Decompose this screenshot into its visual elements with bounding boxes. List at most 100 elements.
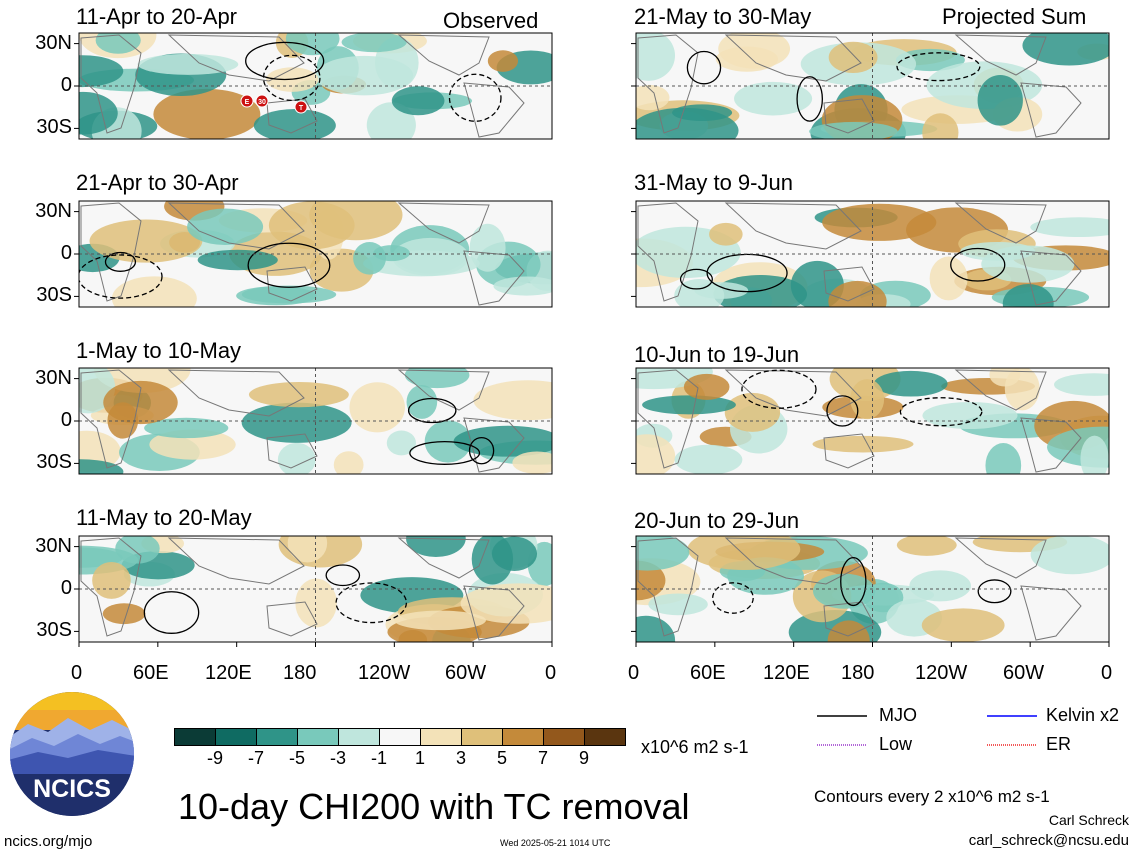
anomaly-blob: [809, 122, 898, 139]
coastline: [823, 601, 875, 637]
anomaly-blob: [636, 536, 690, 571]
svg-text:T: T: [299, 105, 304, 112]
anomaly-blob: [1030, 217, 1109, 238]
panel-title-obs-3: 1-May to 10-May: [76, 338, 242, 363]
coastline: [637, 369, 699, 469]
panel-title-proj-4: 20-Jun to 29-Jun: [634, 508, 800, 533]
anomaly-blob: [386, 430, 417, 456]
coastline: [463, 585, 525, 641]
anomaly-blob: [985, 443, 1022, 474]
coastline: [80, 202, 142, 302]
coastline: [637, 34, 699, 134]
anomaly-blob: [187, 208, 264, 245]
anomaly-blob: [683, 373, 730, 400]
anomaly-blob: [922, 401, 1018, 429]
coastline: [823, 98, 875, 134]
coastline: [463, 250, 525, 306]
anomaly-blob: [404, 368, 470, 389]
legend-kelvin: Kelvin x2: [1046, 705, 1120, 725]
anomaly-blob: [636, 84, 670, 111]
anomaly-blob: [694, 282, 749, 299]
map-panel-obs-3: [74, 367, 553, 475]
mjo-contour: [79, 254, 163, 299]
anomaly-blob: [406, 384, 438, 419]
mjo-contour: [977, 579, 1012, 604]
anomaly-blob: [1080, 435, 1109, 474]
coastline: [724, 34, 862, 82]
svg-text:30: 30: [258, 99, 266, 106]
anomaly-blob: [315, 55, 414, 96]
ncics-logo: NCICS: [10, 692, 134, 816]
coastline: [823, 433, 875, 469]
map-panel-obs-2: [74, 200, 553, 308]
ytick-label: 0: [60, 242, 72, 264]
anomaly-blob: [469, 223, 506, 272]
contour-legend: [817, 715, 1037, 746]
ytick-label: 30S: [36, 116, 72, 139]
ytick-label: 30N: [35, 199, 72, 222]
anomaly-blob: [922, 113, 959, 139]
xtick-right-60w: 60W: [1003, 662, 1045, 684]
mjo-contour: [896, 52, 981, 82]
xtick-right-0: 0: [628, 662, 640, 684]
coastline: [724, 202, 862, 250]
anomaly-blob: [709, 222, 743, 246]
anomaly-blob: [285, 33, 340, 56]
contour-note: Contours every 2 x10^6 m2 s-1: [814, 787, 1050, 806]
anomaly-blob: [734, 81, 813, 116]
anomaly-blob: [828, 41, 878, 74]
coastline: [397, 34, 490, 76]
mjo-contour: [706, 253, 788, 293]
anomaly-blob: [873, 370, 948, 397]
observed-tag: Observed: [443, 8, 539, 33]
anomaly-blob: [674, 444, 743, 474]
panel-title-obs-2: 21-Apr to 30-Apr: [76, 170, 239, 195]
anomaly-blob: [1030, 536, 1109, 575]
colorbar-swatch: [379, 728, 421, 746]
coastline: [167, 202, 305, 250]
anomaly-blob: [197, 249, 278, 271]
mjo-contour: [247, 242, 331, 288]
anomaly-blob: [493, 276, 552, 296]
colorbar-label: 7: [537, 748, 548, 768]
colorbar-swatch: [297, 728, 339, 746]
anomaly-blob: [392, 237, 469, 276]
coastline: [637, 537, 699, 637]
coastline: [167, 369, 305, 417]
coastline: [954, 369, 1047, 411]
anomaly-blob: [341, 33, 407, 53]
mjo-contour: [840, 556, 867, 607]
mjo-contour: [262, 54, 321, 102]
projected-tag: Projected Sum: [942, 4, 1087, 29]
coastline: [724, 369, 862, 417]
anomaly-blob: [1022, 33, 1109, 66]
legend-er: ER: [1046, 734, 1072, 754]
author-email[interactable]: carl_schreck@ncsu.edu: [968, 832, 1129, 849]
anomaly-blob: [850, 379, 885, 420]
xtick-left-60e: 60E: [133, 662, 169, 684]
coastline: [80, 34, 142, 134]
coastline: [463, 417, 525, 473]
colorbar-label: -3: [329, 748, 346, 768]
tc-marker-2: 30: [255, 94, 269, 108]
anomaly-blob: [248, 382, 349, 408]
ytick-label: 30S: [36, 619, 72, 642]
anomaly-blob: [636, 560, 666, 601]
xtick-right-0-end: 0: [1101, 662, 1113, 684]
ytick-label: 0: [60, 74, 72, 96]
anomaly-blob: [241, 402, 352, 443]
coastline: [1020, 250, 1082, 306]
colorbar-label: 5: [496, 748, 507, 768]
logo-text: NCICS: [33, 775, 111, 803]
anomaly-blob: [349, 382, 405, 433]
anomaly-blob: [398, 630, 428, 642]
mjo-contour: [899, 397, 983, 427]
anomaly-blob: [1054, 373, 1109, 396]
mjo-contour: [468, 436, 495, 465]
site-link[interactable]: ncics.org/mjo: [4, 833, 93, 850]
anomaly-blob: [989, 368, 1021, 387]
tc-marker-3: T: [294, 100, 308, 114]
coastline: [266, 266, 318, 302]
anomaly-blob: [827, 620, 870, 642]
map-panel-proj-4: [631, 535, 1110, 647]
